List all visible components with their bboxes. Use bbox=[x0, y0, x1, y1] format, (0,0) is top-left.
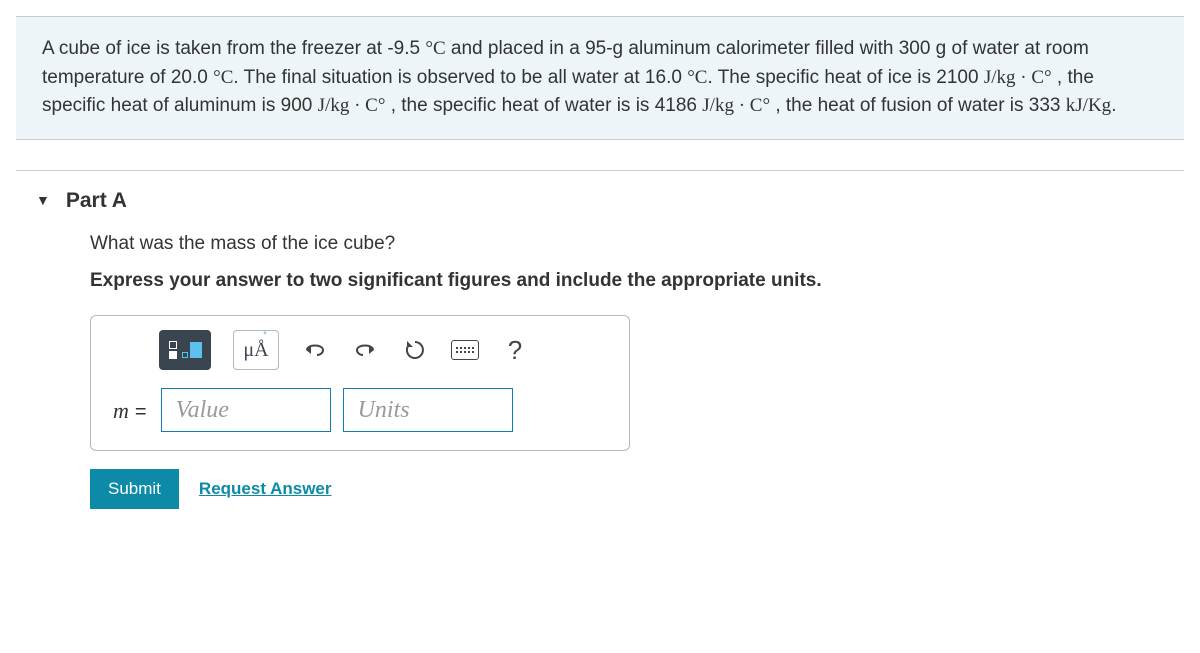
collapse-icon[interactable]: ▼ bbox=[36, 190, 50, 211]
answer-box: μÅ ° ? m= bbox=[90, 315, 630, 451]
problem-text: , the heat of fusion of water is 333 bbox=[770, 95, 1066, 116]
part-content: What was the mass of the ice cube? Expre… bbox=[0, 230, 1200, 509]
undo-icon[interactable] bbox=[301, 336, 329, 364]
variable-label: m= bbox=[113, 394, 149, 427]
question-text: What was the mass of the ice cube? bbox=[90, 230, 1200, 259]
math-unit: °C bbox=[425, 38, 445, 59]
part-header[interactable]: ▼ Part A bbox=[0, 171, 1200, 231]
math-toolbar: μÅ ° ? bbox=[109, 330, 611, 370]
part-title: Part A bbox=[66, 185, 127, 217]
math-unit: kJ/Kg bbox=[1066, 95, 1111, 116]
actions-row: Submit Request Answer bbox=[90, 469, 1200, 509]
math-unit: J/kg · C° bbox=[984, 67, 1052, 88]
redo-icon[interactable] bbox=[351, 336, 379, 364]
submit-button[interactable]: Submit bbox=[90, 469, 179, 509]
units-input[interactable] bbox=[343, 388, 513, 432]
problem-text: . bbox=[1111, 95, 1116, 116]
problem-statement: A cube of ice is taken from the freezer … bbox=[16, 16, 1184, 140]
problem-text: , the specific heat of water is is 4186 bbox=[385, 95, 702, 116]
problem-text: . The final situation is observed to be … bbox=[233, 67, 687, 88]
templates-button[interactable] bbox=[159, 330, 211, 370]
problem-text: . The specific heat of ice is 2100 bbox=[707, 67, 983, 88]
math-unit: °C bbox=[687, 67, 707, 88]
math-unit: °C bbox=[213, 67, 233, 88]
instruction-text: Express your answer to two significant f… bbox=[90, 267, 1200, 296]
keyboard-icon[interactable] bbox=[451, 336, 479, 364]
math-unit: J/kg · C° bbox=[318, 95, 386, 116]
request-answer-link[interactable]: Request Answer bbox=[199, 476, 332, 502]
value-input[interactable] bbox=[161, 388, 331, 432]
math-unit: J/kg · C° bbox=[702, 95, 770, 116]
answer-input-row: m= bbox=[109, 388, 611, 432]
help-icon[interactable]: ? bbox=[501, 336, 529, 364]
units-button[interactable]: μÅ ° bbox=[233, 330, 279, 370]
reset-icon[interactable] bbox=[401, 336, 429, 364]
problem-text: A cube of ice is taken from the freezer … bbox=[42, 38, 425, 59]
